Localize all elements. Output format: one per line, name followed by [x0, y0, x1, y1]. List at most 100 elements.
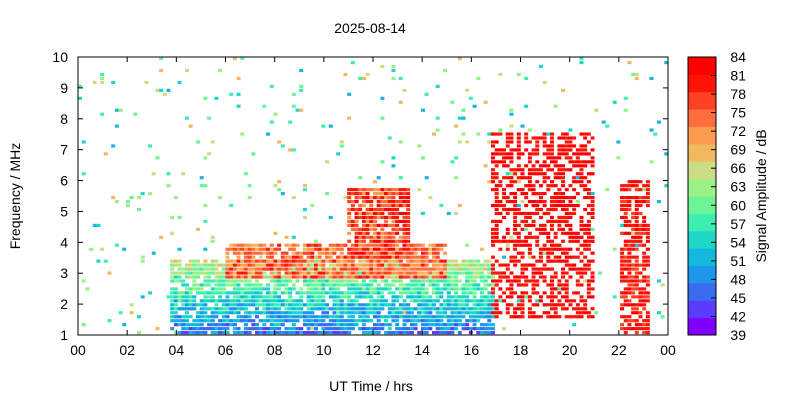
- heatmap-cell: [369, 235, 374, 239]
- heatmap-cell: [505, 164, 510, 168]
- heatmap-cell: [524, 263, 529, 267]
- heatmap-cell: [553, 275, 558, 279]
- heatmap-cell: [450, 295, 455, 299]
- heatmap-cell: [546, 311, 551, 315]
- heatmap-cell: [509, 271, 514, 275]
- heatmap-cell: [575, 247, 580, 251]
- heatmap-cell: [546, 188, 551, 192]
- heatmap-cell: [177, 263, 182, 267]
- heatmap-cell: [221, 311, 226, 315]
- heatmap-cell: [538, 295, 543, 299]
- heatmap-cell: [321, 263, 326, 267]
- heatmap-cell: [516, 148, 521, 152]
- heatmap-cell: [513, 227, 518, 231]
- heatmap-cell: [332, 251, 337, 255]
- heatmap-cell: [350, 291, 355, 295]
- heatmap-cell: [207, 263, 212, 267]
- heatmap-cell: [623, 295, 628, 299]
- heatmap-cell: [284, 243, 289, 247]
- heatmap-cell: [561, 144, 566, 148]
- heatmap-cell: [487, 267, 492, 271]
- heatmap-cell: [579, 172, 584, 176]
- heatmap-cell: [575, 203, 580, 208]
- heatmap-cell: [642, 259, 647, 263]
- heatmap-cell: [531, 263, 536, 267]
- heatmap-cell: [188, 307, 193, 311]
- heatmap-cell: [402, 299, 407, 303]
- heatmap-cell: [424, 251, 429, 255]
- heatmap-cell: [413, 271, 418, 275]
- heatmap-cell: [284, 291, 289, 295]
- heatmap-cell: [365, 235, 370, 239]
- heatmap-cell: [273, 291, 278, 295]
- heatmap-cell: [424, 299, 429, 303]
- heatmap-cell: [406, 215, 411, 220]
- heatmap-cell: [114, 243, 119, 247]
- heatmap-cell: [520, 271, 525, 275]
- heatmap-cell: [502, 152, 507, 156]
- heatmap-cell: [314, 323, 318, 327]
- heatmap-cell: [520, 255, 525, 259]
- heatmap-cell: [634, 199, 639, 204]
- heatmap-cell: [225, 271, 230, 275]
- heatmap-cell: [443, 307, 448, 311]
- heatmap-cell: [336, 303, 341, 307]
- heatmap-cell: [420, 243, 425, 247]
- heatmap-cell: [347, 283, 352, 287]
- heatmap-cell: [343, 311, 348, 315]
- heatmap-cell: [520, 152, 525, 156]
- heatmap-cell: [583, 299, 588, 303]
- heatmap-cell: [369, 291, 374, 295]
- heatmap-cell: [373, 235, 377, 239]
- heatmap-cell: [339, 263, 344, 267]
- heatmap-cell: [317, 295, 322, 299]
- heatmap-cell: [634, 283, 639, 287]
- heatmap-cell: [509, 255, 514, 259]
- heatmap-cell: [361, 223, 366, 227]
- heatmap-cell: [225, 275, 230, 279]
- heatmap-cell: [631, 327, 636, 331]
- heatmap-cell: [196, 263, 200, 267]
- heatmap-cell: [306, 287, 311, 291]
- heatmap-cell: [450, 315, 455, 319]
- heatmap-cell: [498, 211, 503, 216]
- heatmap-cell: [240, 259, 245, 263]
- heatmap-cell: [255, 311, 259, 315]
- heatmap-cell: [291, 196, 296, 200]
- heatmap-cell: [192, 295, 197, 299]
- heatmap-cell: [306, 299, 311, 303]
- heatmap-cell: [520, 283, 525, 287]
- heatmap-cell: [181, 327, 186, 331]
- heatmap-cell: [192, 263, 197, 267]
- heatmap-cell: [502, 203, 507, 208]
- heatmap-cell: [207, 275, 212, 279]
- heatmap-cell: [502, 156, 507, 160]
- heatmap-cell: [645, 283, 650, 287]
- heatmap-cell: [557, 199, 562, 204]
- heatmap-cell: [627, 180, 632, 184]
- heatmap-cell: [229, 271, 234, 275]
- heatmap-cell: [343, 243, 348, 247]
- heatmap-cell: [527, 211, 532, 216]
- heatmap-cell: [409, 255, 414, 259]
- heatmap-cell: [638, 188, 643, 192]
- heatmap-cell: [214, 263, 219, 267]
- heatmap-cell: [365, 207, 370, 212]
- heatmap-cell: [207, 327, 212, 331]
- heatmap-cell: [590, 295, 595, 299]
- heatmap-cell: [302, 319, 307, 323]
- heatmap-cell: [527, 307, 532, 311]
- heatmap-cell: [225, 267, 230, 271]
- heatmap-cell: [564, 251, 569, 255]
- heatmap-cell: [572, 267, 577, 271]
- heatmap-cell: [402, 188, 407, 192]
- heatmap-cell: [321, 315, 326, 319]
- heatmap-cell: [509, 176, 514, 180]
- heatmap-cell: [454, 156, 459, 160]
- heatmap-cell: [188, 267, 193, 271]
- heatmap-cell: [376, 223, 381, 227]
- heatmap-cell: [229, 275, 234, 279]
- heatmap-cell: [177, 80, 182, 85]
- heatmap-cell: [361, 283, 366, 287]
- heatmap-cell: [435, 259, 440, 263]
